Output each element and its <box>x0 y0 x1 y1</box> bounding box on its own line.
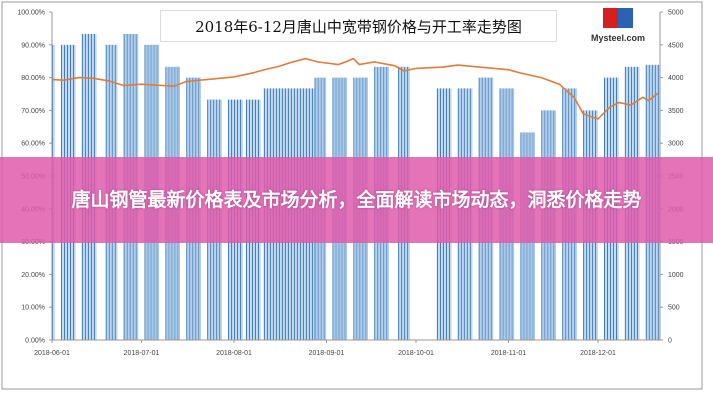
right-tick-label: 1000 <box>668 272 684 279</box>
x-tick-label: 2018-07-01 <box>124 350 160 357</box>
right-tick-label: 3000 <box>668 141 684 148</box>
x-axis-ticks: 2018-06-01 2018-07-01 2018-08-01 2018-09-01… <box>34 340 616 357</box>
right-tick-label: 3500 <box>668 108 684 115</box>
x-tick-label: 2018-08-01 <box>216 350 252 357</box>
left-tick-label: 100.00% <box>17 10 45 17</box>
x-tick-label: 2018-11-01 <box>491 350 526 357</box>
mysteel-logo: Mysteel.com <box>578 8 658 43</box>
left-tick-label: 20.00% <box>21 272 45 279</box>
x-tick-label: 2018-06-01 <box>34 350 70 357</box>
headline-text: 唐山钢管最新价格表及市场分析，全面解读市场动态，洞悉价格走势 <box>71 188 642 211</box>
x-tick-label: 2018-12-01 <box>580 350 616 357</box>
right-tick-label: 0 <box>668 338 672 345</box>
x-tick-label: 2018-09-01 <box>309 350 345 357</box>
right-tick-label: 5000 <box>668 10 684 17</box>
headline-banner: 唐山钢管最新价格表及市场分析，全面解读市场动态，洞悉价格走势 <box>0 157 713 243</box>
logo-mark-icon <box>603 8 633 28</box>
right-tick-label: 4000 <box>668 75 684 82</box>
left-tick-label: 90.00% <box>21 42 45 49</box>
price-line <box>51 57 659 120</box>
logo-text: Mysteel.com <box>590 33 646 43</box>
left-tick-label: 10.00% <box>21 305 45 312</box>
x-tick-label: 2018-10-01 <box>398 350 434 357</box>
left-tick-label: 80.00% <box>21 75 45 82</box>
right-tick-label: 4500 <box>668 42 684 49</box>
left-tick-label: 0.00% <box>25 338 45 345</box>
right-tick-label: 500 <box>668 305 680 312</box>
left-tick-label: 70.00% <box>21 108 45 115</box>
left-tick-label: 60.00% <box>21 141 45 148</box>
chart-title: 2018年6-12月唐山中宽带钢价格与开工率走势图 <box>160 10 557 42</box>
